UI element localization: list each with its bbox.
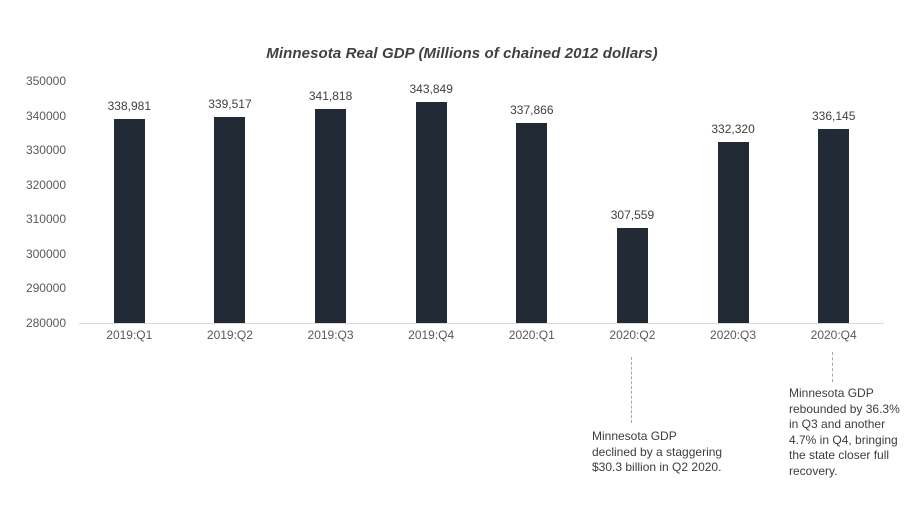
x-axis-category-label-2020-q4: 2020:Q4: [810, 328, 857, 342]
x-axis-category-label-2019-q3: 2019:Q3: [307, 328, 354, 342]
bar-2020-q2: [616, 227, 648, 323]
x-axis-category-label-2019-q1: 2019:Q1: [106, 328, 153, 342]
bar-value-label-2020-q3: 332,320: [711, 122, 755, 137]
x-axis-category-label-2020-q3: 2020:Q3: [710, 328, 757, 342]
bar-2020-q1: [516, 122, 548, 323]
bar-2020-q3: [717, 142, 749, 323]
bar-value-label-2019-q4: 343,849: [409, 82, 453, 97]
y-axis-tick-label-330000: 330000: [25, 143, 66, 158]
bar-value-label-2019-q1: 338,981: [107, 99, 151, 114]
annotation-leader-line-2020-q4: [832, 352, 833, 382]
x-axis-category-label-2020-q1: 2020:Q1: [508, 328, 555, 342]
x-axis-category-label-2019-q2: 2019:Q2: [206, 328, 253, 342]
y-axis-tick-label-310000: 310000: [25, 212, 66, 227]
annotation-leader-line-2020-q2: [631, 357, 632, 423]
bar-value-label-2020-q1: 337,866: [510, 102, 554, 117]
y-axis-tick-label-300000: 300000: [25, 246, 66, 261]
x-axis-category-label-2020-q2: 2020:Q2: [609, 328, 656, 342]
bar-value-label-2019-q2: 339,517: [208, 97, 252, 112]
bar-value-label-2019-q3: 341,818: [308, 89, 353, 104]
y-axis-tick-label-280000: 280000: [25, 316, 66, 330]
chart-title: Minnesota Real GDP (Millions of chained …: [266, 45, 658, 62]
annotation-text-2020-q4: Minnesota GDP rebounded by 36.3% in Q3 a…: [789, 386, 900, 478]
x-axis-line: [79, 323, 884, 324]
bar-2019-q1: [113, 119, 145, 323]
bar-2020-q4: [818, 128, 850, 323]
annotation-text-2020-q2: Minnesota GDP declined by a staggering $…: [592, 429, 723, 474]
bar-2019-q2: [214, 117, 246, 323]
y-axis-tick-label-340000: 340000: [25, 108, 66, 123]
y-axis-tick-label-290000: 290000: [25, 281, 66, 296]
y-axis-tick-label-350000: 350000: [25, 74, 66, 88]
x-axis-category-label-2019-q4: 2019:Q4: [408, 328, 455, 342]
bar-2019-q3: [315, 109, 347, 323]
bar-value-label-2020-q4: 336,145: [811, 108, 856, 123]
y-axis-tick-label-320000: 320000: [25, 177, 66, 192]
bar-2019-q4: [415, 102, 447, 323]
bar-value-label-2020-q2: 307,559: [610, 207, 655, 222]
